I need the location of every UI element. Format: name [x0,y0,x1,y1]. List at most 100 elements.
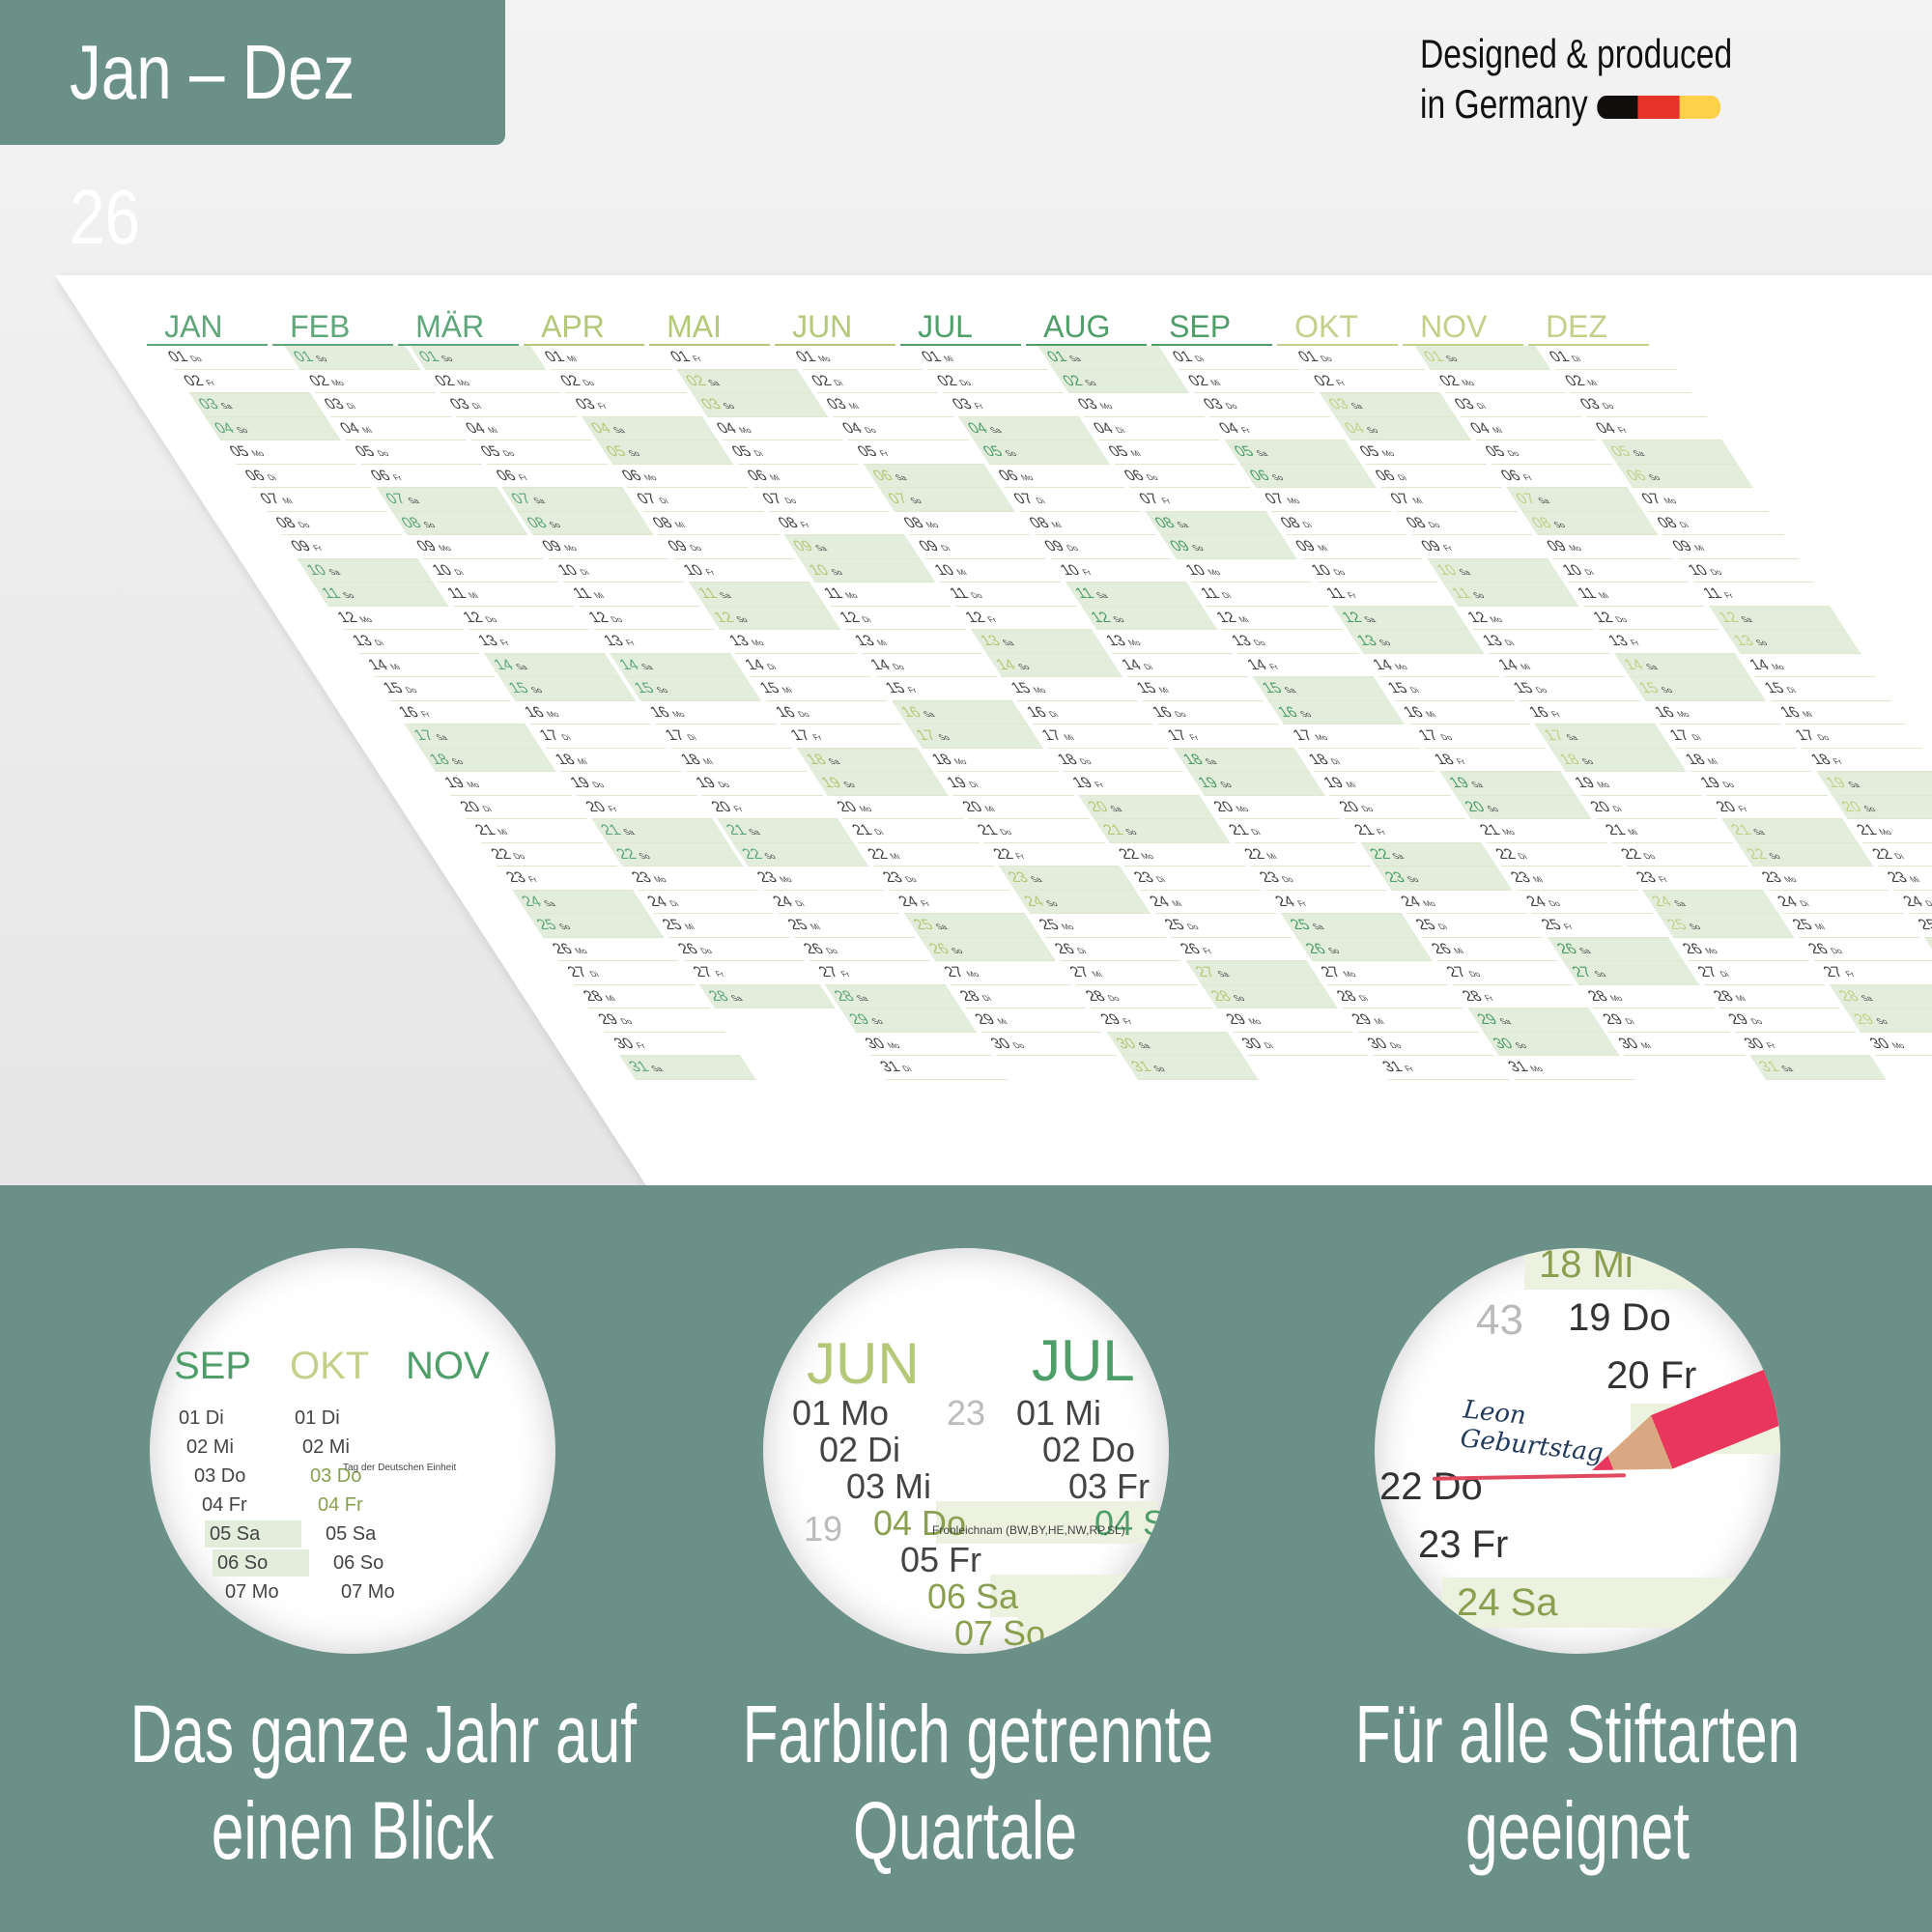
day-row: 03Sa [1320,393,1457,417]
day-row: 20So [1832,795,1932,819]
circle-month-label: OKT [290,1345,370,1387]
day-row: 01Do [1289,346,1426,370]
day-row: 10Di [422,558,559,582]
circle-day-row: 06 So [333,1552,384,1574]
day-row: 19Mi [1314,772,1451,796]
day-row: 17So [906,724,1043,749]
day-row: 09Sa [783,535,921,559]
day-row: 30Sa [1106,1032,1243,1056]
day-row: 28Fr [1452,984,1589,1009]
circle-day-row: 01 Mo [792,1393,890,1433]
day-row: 18Mi [545,748,682,772]
day-row: 13Do [1222,630,1359,654]
day-row: 06Mi [737,464,874,488]
day-row: 06Fr [486,464,623,488]
day-row: 01So [410,346,547,370]
day-row: 24Mi [1140,890,1277,914]
day-row: 22Do [1611,842,1748,867]
day-row: 16Fr [389,700,526,724]
circle-day-row: 01 Di [179,1407,224,1429]
day-row: 24Fr [1265,890,1403,914]
day-row: 12So [1081,606,1218,630]
day-row: 22So [607,842,744,867]
day-row: 07Sa [1506,488,1643,512]
day-row: 17Sa [404,724,541,749]
zoom-circle-quarters: SEP OKT NOV 01 Di 01 Di 02 Mi 02 Mi 03 Do 03 Do 0… [150,1248,555,1654]
day-row: 17Mo [1283,724,1420,749]
day-row: 05Sa [1602,440,1738,465]
day-row: 17Sa [1534,724,1671,749]
month-header: JUN [775,309,896,346]
circle-day-row: 04 Sa [1094,1503,1169,1543]
handwritten-note: Leon Geburtstag [1459,1395,1605,1468]
day-row: 17Fr [1157,724,1294,749]
day-row: 31Sa [619,1056,756,1080]
day-row: 02Do [927,369,1065,393]
circle-day-row: 07 Mo [225,1581,279,1603]
day-row: 16Mi [1394,700,1530,724]
day-row: 05Do [1476,440,1612,465]
day-row: 25Sa [904,914,1041,938]
week-number: 43 [1476,1296,1523,1344]
day-row: 11So [1442,582,1579,607]
day-row: 28Mi [1703,984,1840,1009]
day-row: 01Di [1540,346,1677,370]
day-row: 25Mi [653,914,790,938]
day-row: 26So [920,937,1057,961]
day-row: 17Mi [1032,724,1169,749]
day-row: 14So [986,653,1123,677]
day-row: 24Do [1517,890,1654,914]
day-row: 03So [692,393,829,417]
day-row: 14Di [735,653,872,677]
day-row: 04Di [1084,416,1221,440]
day-row: 15Di [1755,677,1892,701]
day-row: 01So [284,346,421,370]
day-row: 03Mi [817,393,954,417]
day-row: 15Sa [1253,677,1390,701]
day-row: 18Mo [922,748,1059,772]
day-row: 10Do [1301,558,1438,582]
day-row: 19Di [937,772,1074,796]
circle-day-row: 03 Do [310,1465,362,1487]
day-row: 16Mo [515,700,651,724]
day-row: 20Fr [701,795,838,819]
circle-month-label: JUN [807,1331,920,1396]
circle-day-row: 04 Fr [318,1494,363,1516]
day-row: 15So [499,677,637,701]
day-row: 23Fr [497,867,634,891]
day-row: 05Do [346,440,482,465]
day-row: 13So [1724,630,1861,654]
day-row: 30Mo [1860,1032,1932,1056]
caption-year-overview: Das ganze Jahr auf einen Blick [129,1689,638,1876]
day-row: 25Mo [1030,914,1167,938]
day-row: 09Fr [1411,535,1548,559]
day-row: 02Do [551,369,688,393]
day-row: 15Mi [751,677,888,701]
month-header: FEB [272,309,394,346]
day-row: 13Mi [845,630,982,654]
day-row: 09Do [658,535,795,559]
day-row: 26Do [1799,937,1932,961]
day-row: 06Sa [863,464,1000,488]
caption-pens: Für alle Stiftarten geeignet [1354,1689,1801,1876]
circle-day-row: 02 Mi [186,1436,234,1458]
month-header: MAI [649,309,771,346]
day-row: 27Fr [1814,961,1932,985]
day-row: 09Fr [281,535,418,559]
day-row: 13Sa [971,630,1108,654]
day-row: 17Di [655,724,792,749]
day-row: 11Di [1191,582,1328,607]
day-row: 01Mi [535,346,672,370]
day-row: 29So [1844,1009,1932,1033]
day-row: 30Mo [855,1032,992,1056]
day-row: 23So [1376,867,1513,891]
day-row: 27Mi [1061,961,1197,985]
day-row: 26So [1296,937,1434,961]
day-row: 14Mi [358,653,496,677]
day-row: 29Do [588,1009,725,1033]
day-row: 02Mo [1430,369,1567,393]
day-row: 08Do [1396,511,1533,535]
day-row: 10Di [1552,558,1690,582]
day-row: 13Mo [720,630,857,654]
day-row: 19Do [560,772,697,796]
